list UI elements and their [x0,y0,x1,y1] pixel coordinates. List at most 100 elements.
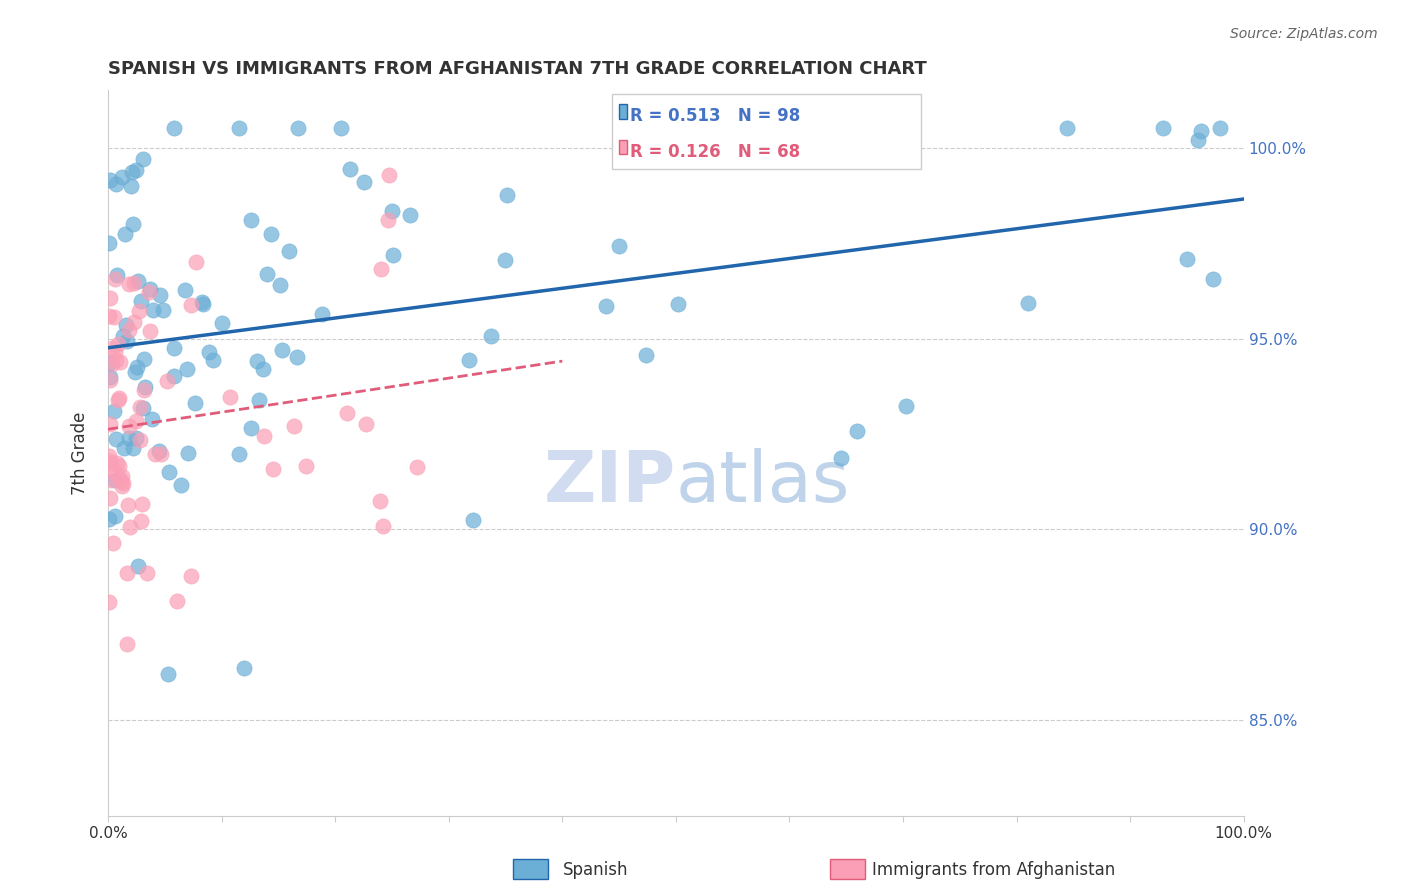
Immigrants from Afghanistan [108,471,131,485]
Immigrants from Afghanistan [100,473,122,487]
Immigrants from Afghanistan [103,535,125,549]
Spanish [256,267,278,281]
Spanish [114,227,136,241]
Spanish [399,208,422,222]
Spanish [211,316,233,330]
Spanish [112,329,135,343]
Spanish [285,351,308,365]
Spanish [270,343,292,357]
Spanish [1175,252,1198,266]
Spanish [191,296,214,310]
Immigrants from Afghanistan [98,453,121,467]
Text: Spanish: Spanish [562,861,628,879]
Spanish [201,352,224,367]
Immigrants from Afghanistan [98,595,121,609]
Spanish [240,212,263,227]
Spanish [458,353,481,368]
Immigrants from Afghanistan [98,373,121,387]
Immigrants from Afghanistan [122,314,145,328]
Immigrants from Afghanistan [128,433,150,447]
Spanish [896,400,918,414]
Spanish [174,283,197,297]
Immigrants from Afghanistan [104,352,127,367]
Spanish [339,162,361,177]
Spanish [353,175,375,189]
Spanish [125,431,148,445]
Immigrants from Afghanistan [295,459,318,474]
Immigrants from Afghanistan [118,520,141,534]
Text: atlas: atlas [676,448,851,516]
Immigrants from Afghanistan [218,390,240,404]
Spanish [637,121,659,136]
Immigrants from Afghanistan [105,456,128,470]
Immigrants from Afghanistan [117,566,139,580]
Spanish [124,365,146,379]
Spanish [148,443,170,458]
Spanish [329,121,352,136]
Immigrants from Afghanistan [370,261,392,276]
Spanish [111,170,134,185]
Spanish [118,431,141,445]
Immigrants from Afghanistan [108,355,131,369]
Spanish [134,352,156,367]
Immigrants from Afghanistan [98,417,121,432]
Spanish [278,244,301,259]
Immigrants from Afghanistan [405,459,427,474]
Spanish [1187,133,1209,147]
Immigrants from Afghanistan [107,392,129,407]
Y-axis label: 7th Grade: 7th Grade [72,411,89,495]
Spanish [103,404,125,418]
Spanish [104,509,127,524]
Spanish [228,121,250,136]
Text: Immigrants from Afghanistan: Immigrants from Afghanistan [872,861,1115,879]
Spanish [1202,272,1225,286]
Spanish [98,369,121,384]
Immigrants from Afghanistan [118,323,141,337]
Spanish [848,127,870,141]
Spanish [104,432,127,446]
Text: SPANISH VS IMMIGRANTS FROM AFGHANISTAN 7TH GRADE CORRELATION CHART: SPANISH VS IMMIGRANTS FROM AFGHANISTAN 7… [108,60,927,78]
Spanish [127,558,149,573]
Spanish [134,380,156,394]
Spanish [1152,121,1174,136]
Spanish [607,239,630,253]
Spanish [170,478,193,492]
Spanish [595,299,617,313]
Immigrants from Afghanistan [156,374,179,388]
Immigrants from Afghanistan [101,357,124,371]
Spanish [163,121,186,136]
Immigrants from Afghanistan [262,461,284,475]
Spanish [115,334,138,348]
Spanish [496,188,519,202]
Spanish [120,178,142,193]
Spanish [142,302,165,317]
Spanish [260,227,283,241]
Immigrants from Afghanistan [122,277,145,291]
Spanish [666,297,689,311]
Immigrants from Afghanistan [180,569,202,583]
Immigrants from Afghanistan [111,469,134,483]
Spanish [381,203,404,218]
Spanish [228,446,250,460]
Immigrants from Afghanistan [253,428,276,442]
Immigrants from Afghanistan [111,479,134,493]
Immigrants from Afghanistan [103,464,125,478]
Spanish [112,441,135,455]
Spanish [125,359,148,374]
Immigrants from Afghanistan [107,336,129,351]
Spanish [127,274,149,288]
Immigrants from Afghanistan [368,493,391,508]
Immigrants from Afghanistan [143,447,166,461]
Spanish [269,277,291,292]
Text: ZIP: ZIP [544,448,676,516]
Immigrants from Afghanistan [118,277,141,291]
Spanish [184,396,207,410]
Spanish [252,361,274,376]
Text: R = 0.126   N = 68: R = 0.126 N = 68 [630,143,800,161]
Spanish [1056,121,1078,136]
Spanish [149,288,172,302]
Spanish [157,466,180,480]
Spanish [98,235,121,250]
Immigrants from Afghanistan [131,497,153,511]
Immigrants from Afghanistan [128,400,150,414]
